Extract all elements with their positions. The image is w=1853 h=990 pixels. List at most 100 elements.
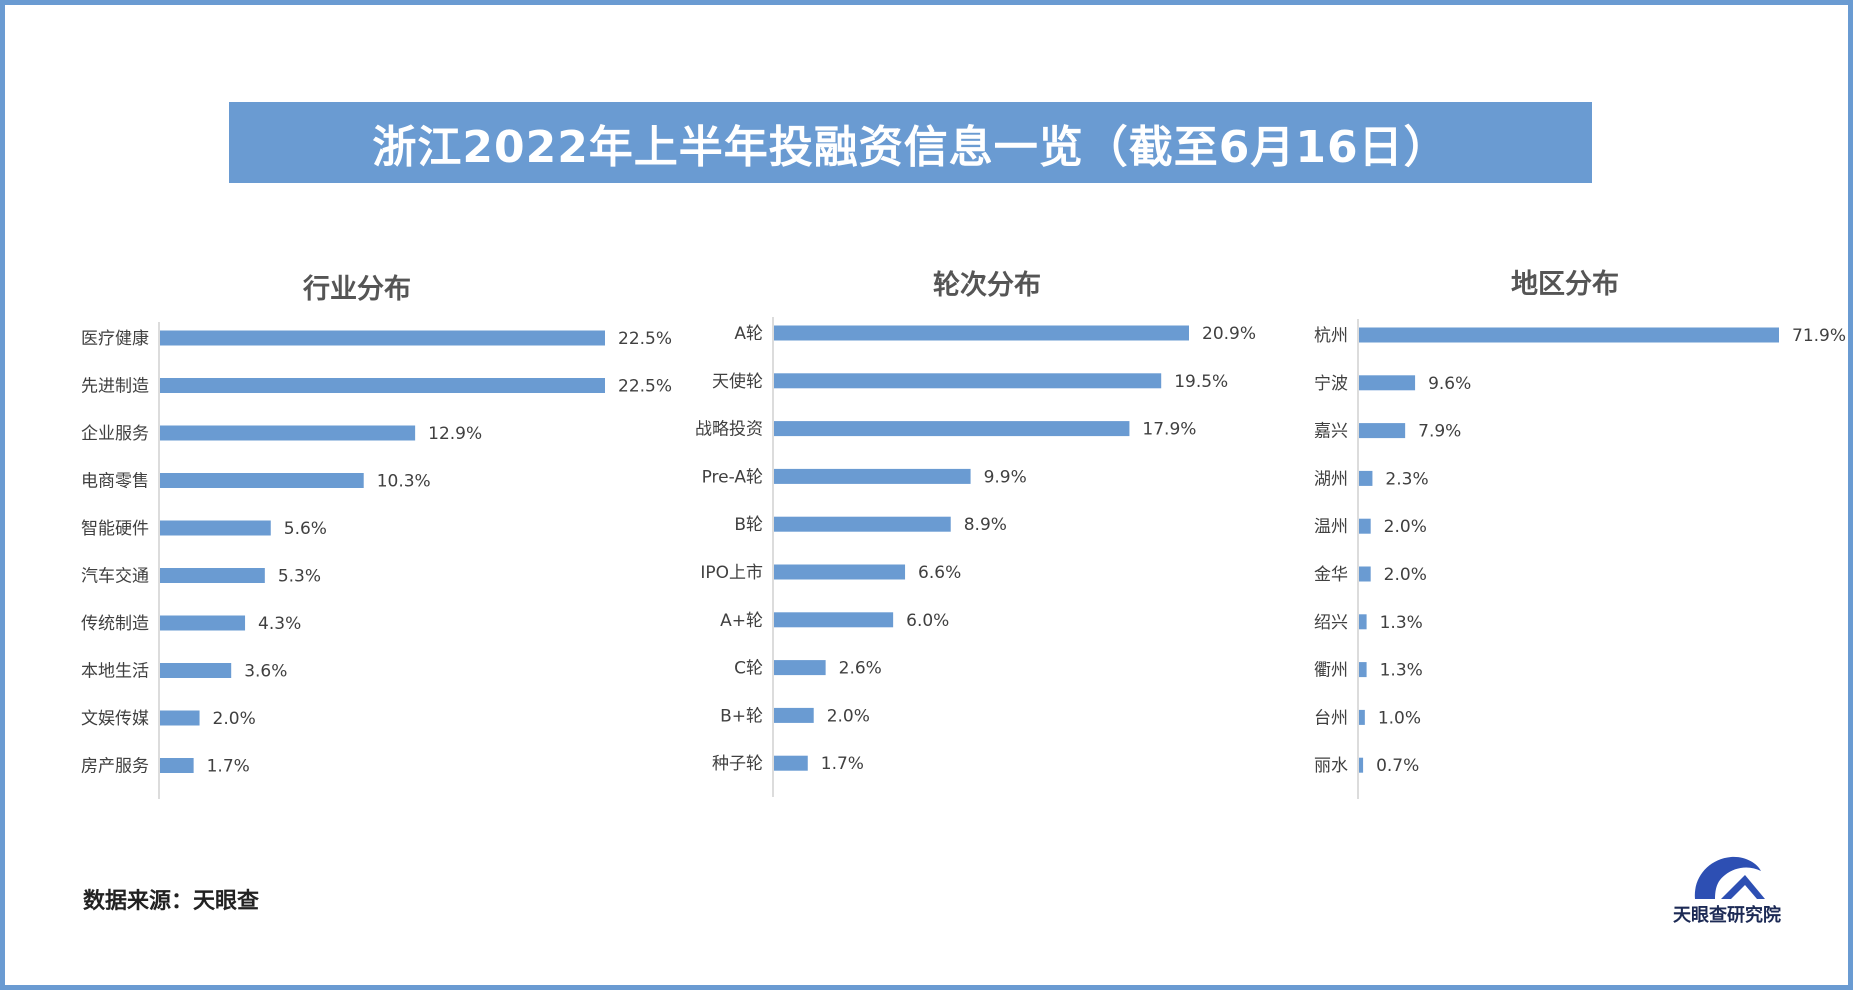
data-label: 9.6% [1428, 374, 1471, 394]
bar [1359, 757, 1364, 773]
bar [1359, 375, 1416, 391]
category-label: 医疗健康 [81, 329, 149, 349]
bar [774, 612, 894, 628]
data-label: 1.0% [1378, 708, 1421, 728]
bar [774, 516, 951, 532]
category-label: B轮 [734, 515, 763, 535]
category-label: 种子轮 [712, 754, 763, 774]
bar [160, 425, 416, 441]
data-label: 12.9% [428, 424, 482, 444]
bar [160, 378, 605, 393]
data-label: 6.6% [918, 563, 961, 583]
bar [1359, 566, 1371, 582]
data-label: 22.5% [618, 329, 672, 349]
chart-title-round: 轮次分布 [933, 270, 1041, 301]
category-label: 杭州 [1314, 326, 1348, 346]
category-label: IPO上市 [700, 563, 763, 583]
bar [160, 710, 200, 726]
bar [160, 758, 194, 773]
data-label: 2.0% [1384, 517, 1427, 537]
data-label: 5.3% [278, 567, 321, 587]
data-label: 2.0% [213, 709, 256, 729]
category-label: 电商零售 [81, 472, 149, 492]
data-label: 2.6% [839, 659, 882, 679]
category-label: 汽车交通 [81, 567, 149, 587]
bar [774, 755, 808, 771]
tianyancha-logo-icon [1694, 856, 1765, 899]
category-label: 宁波 [1314, 374, 1348, 394]
data-label: 2.0% [827, 706, 870, 726]
bar [1359, 327, 1779, 343]
industry-bar-chart: 医疗健康 22.5% 先进制造 22.5% 企业服务 12.9% 电商零售 10.3% 智能硬件… [81, 322, 672, 799]
category-label: 金华 [1314, 565, 1348, 585]
category-label: Pre-A轮 [702, 467, 763, 487]
data-label: 0.7% [1376, 756, 1419, 776]
category-label: 智能硬件 [81, 519, 149, 539]
category-label: 绍兴 [1314, 613, 1348, 633]
category-label: C轮 [734, 659, 763, 679]
bar [160, 330, 605, 346]
data-label: 2.3% [1385, 469, 1428, 489]
category-label: 先进制造 [81, 377, 149, 397]
data-label: 10.3% [377, 472, 431, 492]
logo-text: 天眼查研究院 [1673, 905, 1781, 926]
bar [160, 473, 364, 488]
bar [1359, 423, 1406, 439]
data-source-note: 数据来源：天眼查 [83, 889, 260, 914]
data-label: 8.9% [964, 515, 1007, 535]
data-label: 3.6% [244, 662, 287, 682]
bar [774, 468, 971, 484]
data-label: 19.5% [1174, 372, 1228, 392]
data-label: 1.3% [1380, 661, 1423, 681]
data-label: 71.9% [1792, 326, 1846, 346]
bar [774, 325, 1189, 341]
data-label: 20.9% [1202, 324, 1256, 344]
category-label: 传统制造 [81, 614, 149, 634]
category-label: 天使轮 [712, 371, 763, 392]
bar [774, 564, 906, 580]
bar [1359, 662, 1367, 678]
bar [160, 568, 265, 583]
data-label: 7.9% [1418, 422, 1461, 442]
data-label: 1.7% [821, 754, 864, 774]
bar [774, 707, 814, 723]
category-label: A轮 [734, 324, 763, 344]
round-bar-chart: A轮 20.9% 天使轮 19.5% 战略投资 17.9% Pre-A轮 9.9% B轮 8.9%… [695, 317, 1256, 797]
category-label: 嘉兴 [1314, 422, 1348, 442]
chart-title-industry: 行业分布 [303, 274, 411, 305]
bar [160, 663, 232, 678]
category-label: B+轮 [720, 706, 763, 726]
category-label: 文娱传媒 [81, 709, 149, 729]
data-label: 22.5% [618, 377, 672, 397]
category-label: 台州 [1314, 708, 1348, 728]
category-label: 湖州 [1314, 469, 1348, 489]
bar [160, 615, 246, 631]
category-label: 房产服务 [81, 757, 149, 777]
bar [1359, 518, 1371, 534]
bar [160, 520, 271, 536]
chart-title-region: 地区分布 [1511, 269, 1619, 300]
page-title: 浙江2022年上半年投融资信息一览（截至6月16日） [229, 102, 1592, 183]
data-label: 17.9% [1142, 420, 1196, 440]
data-label: 9.9% [984, 467, 1027, 487]
bar [1359, 470, 1373, 486]
bar [774, 373, 1162, 389]
data-label: 2.0% [1384, 565, 1427, 585]
category-label: 丽水 [1314, 756, 1348, 776]
category-label: 衢州 [1314, 660, 1348, 681]
data-label: 6.0% [906, 611, 949, 631]
category-label: A+轮 [720, 611, 763, 631]
bar [774, 660, 826, 676]
bar [1359, 709, 1365, 725]
data-label: 5.6% [284, 519, 327, 539]
data-label: 1.7% [207, 757, 250, 777]
category-label: 温州 [1314, 517, 1348, 537]
category-label: 本地生活 [81, 662, 149, 682]
bar [1359, 614, 1367, 630]
bar [774, 421, 1130, 437]
category-label: 战略投资 [695, 420, 763, 440]
data-label: 1.3% [1380, 613, 1423, 633]
region-bar-chart: 杭州 71.9% 宁波 9.6% 嘉兴 7.9% 湖州 2.3% 温州 2.0% 金华 2.0% 绍兴 1… [1314, 319, 1846, 799]
data-label: 4.3% [258, 614, 301, 634]
